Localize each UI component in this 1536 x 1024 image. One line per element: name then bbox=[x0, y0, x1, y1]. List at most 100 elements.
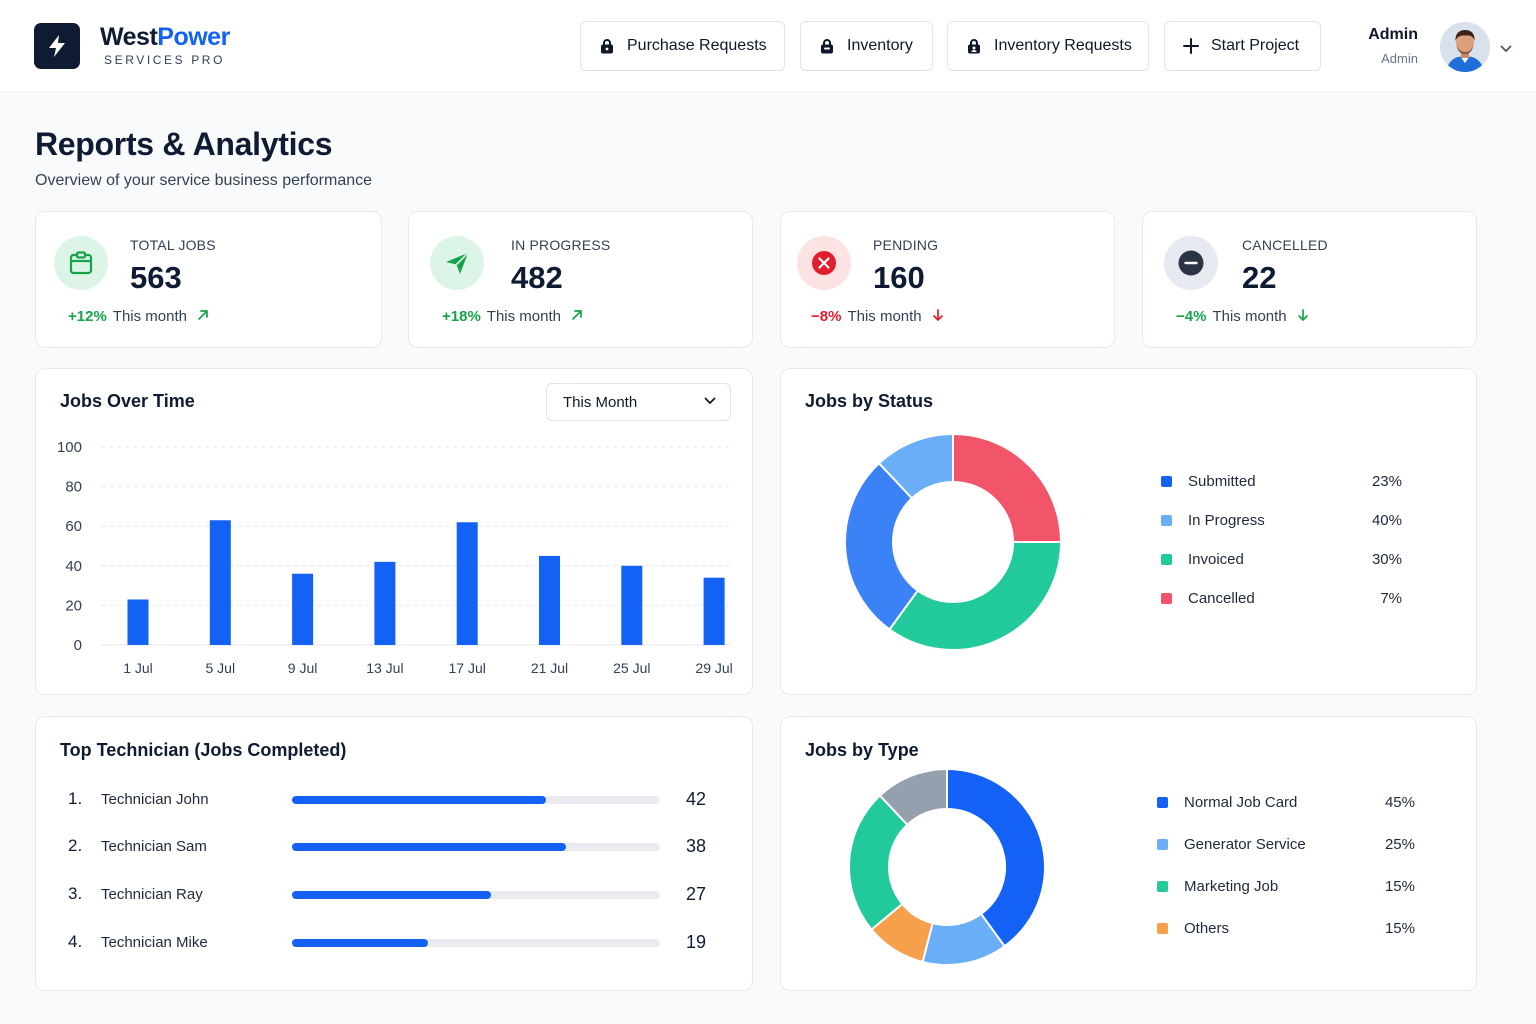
legend-percent: 40% bbox=[1371, 512, 1402, 529]
bar[interactable] bbox=[374, 561, 396, 645]
brand-subtitle: SERVICES PRO bbox=[104, 53, 226, 67]
legend-label: Marketing Job bbox=[1184, 878, 1279, 895]
technician-bar-fill bbox=[292, 939, 429, 947]
technician-jobs-count: 19 bbox=[686, 932, 707, 952]
bar[interactable] bbox=[621, 565, 643, 645]
jobs-by-type-title: Jobs by Type bbox=[805, 740, 919, 760]
plus-icon bbox=[1183, 38, 1199, 54]
bar[interactable] bbox=[292, 573, 314, 645]
stat-value: 482 bbox=[511, 260, 563, 295]
donut-slice[interactable] bbox=[877, 432, 954, 500]
donut-slice[interactable] bbox=[878, 767, 948, 827]
technician-rank: 4. bbox=[68, 932, 83, 951]
stat-change-percent: +18% bbox=[442, 308, 481, 325]
legend-swatch bbox=[1157, 839, 1168, 850]
lock-icon bbox=[599, 38, 615, 54]
bar[interactable] bbox=[539, 555, 560, 645]
legend-item: In Progress bbox=[1161, 512, 1265, 529]
stat-change-percent: +12% bbox=[68, 308, 107, 325]
start-project-label: Start Project bbox=[1211, 37, 1300, 54]
legend-percent: 23% bbox=[1371, 473, 1402, 490]
page-title: Reports & Analytics bbox=[35, 126, 333, 162]
legend-percent: 30% bbox=[1371, 551, 1402, 568]
x-circle-icon bbox=[797, 236, 851, 290]
inventory-requests-button[interactable]: Inventory Requests bbox=[947, 21, 1149, 71]
top-bar: WestPower SERVICES PRO Purchase Requests… bbox=[0, 0, 1536, 92]
avatar[interactable] bbox=[1440, 22, 1490, 72]
x-tick-label: 1 Jul bbox=[123, 660, 153, 676]
stat-value: 22 bbox=[1242, 260, 1277, 295]
legend-item: Generator Service bbox=[1157, 836, 1306, 853]
y-tick-label: 60 bbox=[65, 518, 82, 535]
logo-bolt-icon[interactable] bbox=[34, 23, 80, 69]
legend-item: Submitted bbox=[1161, 473, 1256, 490]
brand-name-part2: Power bbox=[157, 23, 230, 51]
chevron-down-icon[interactable] bbox=[1500, 40, 1512, 58]
stat-change: +18% This month bbox=[442, 308, 583, 325]
top-technician-card: Top Technician (Jobs Completed) 1. Techn… bbox=[35, 716, 753, 991]
inventory-button[interactable]: Inventory bbox=[800, 21, 933, 71]
stat-label: TOTAL JOBS bbox=[130, 237, 216, 253]
jobs-over-time-title: Jobs Over Time bbox=[60, 391, 195, 411]
bar[interactable] bbox=[456, 522, 478, 645]
y-tick-label: 0 bbox=[74, 637, 82, 654]
x-tick-label: 5 Jul bbox=[206, 660, 236, 676]
technician-name: Technician John bbox=[101, 791, 209, 808]
legend-percent: 25% bbox=[1384, 836, 1415, 853]
x-tick-label: 17 Jul bbox=[449, 660, 486, 676]
technician-bar-fill bbox=[292, 891, 491, 899]
stat-change-percent: −8% bbox=[811, 308, 842, 325]
x-tick-label: 29 Jul bbox=[695, 660, 732, 676]
x-tick-label: 13 Jul bbox=[366, 660, 403, 676]
legend-swatch bbox=[1157, 881, 1168, 892]
donut-slice[interactable] bbox=[952, 432, 1063, 543]
stat-change: +12% This month bbox=[68, 308, 209, 325]
legend-label: Submitted bbox=[1188, 473, 1256, 490]
technician-bar-fill bbox=[292, 843, 567, 851]
legend-item: Invoiced bbox=[1161, 551, 1244, 568]
clipboard-icon bbox=[54, 236, 108, 290]
y-tick-label: 80 bbox=[65, 479, 82, 496]
bar[interactable] bbox=[127, 599, 149, 645]
brand: WestPower SERVICES PRO bbox=[100, 22, 230, 67]
stat-label: IN PROGRESS bbox=[511, 237, 611, 253]
legend-label: In Progress bbox=[1188, 512, 1265, 529]
stat-change-percent: −4% bbox=[1176, 308, 1207, 325]
technician-rank: 3. bbox=[68, 884, 83, 903]
bar[interactable] bbox=[209, 520, 231, 645]
donut-slice[interactable] bbox=[844, 461, 920, 631]
bar[interactable] bbox=[703, 577, 725, 645]
stat-change: −4% This month bbox=[1176, 308, 1309, 325]
legend-percent: 15% bbox=[1384, 920, 1415, 937]
legend-label: Generator Service bbox=[1184, 836, 1306, 853]
donut-slice[interactable] bbox=[946, 767, 1046, 948]
stat-change: −8% This month bbox=[811, 308, 944, 325]
legend-swatch bbox=[1161, 476, 1172, 487]
jobs-by-type-donut bbox=[848, 767, 1046, 966]
legend-item: Others bbox=[1157, 920, 1229, 937]
technician-name: Technician Sam bbox=[101, 838, 207, 855]
legend-item: Marketing Job bbox=[1157, 878, 1278, 895]
jobs-over-time-chart: 0 20 40 60 80 100 1 Jul 5 Jul 9 Jul 13 Jul 17 Jul 2… bbox=[57, 439, 733, 676]
jobs-by-status-card: Jobs by Status Submitted 23% In Progress… bbox=[780, 368, 1477, 695]
y-tick-label: 100 bbox=[57, 439, 82, 456]
legend-label: Normal Job Card bbox=[1184, 794, 1298, 811]
legend-percent: 7% bbox=[1380, 590, 1402, 607]
technician-name: Technician Ray bbox=[101, 886, 203, 903]
legend-percent: 45% bbox=[1384, 794, 1415, 811]
brand-name-part1: West bbox=[100, 23, 158, 51]
jobs-by-status-donut bbox=[844, 432, 1063, 651]
stat-card-cancelled: CANCELLED 22 −4% This month bbox=[1142, 211, 1477, 348]
stat-value: 563 bbox=[130, 260, 182, 295]
legend-label: Cancelled bbox=[1188, 590, 1255, 607]
x-tick-label: 9 Jul bbox=[288, 660, 318, 676]
technician-bar-fill bbox=[292, 796, 546, 804]
stat-card-in-progress: IN PROGRESS 482 +18% This month bbox=[408, 211, 753, 348]
user-name: Admin bbox=[1368, 26, 1418, 43]
brand-name: WestPower bbox=[100, 22, 230, 52]
period-select[interactable]: This Month bbox=[546, 383, 731, 421]
trend-up-icon bbox=[197, 308, 209, 325]
start-project-button[interactable]: Start Project bbox=[1164, 21, 1321, 71]
donut-slice[interactable] bbox=[888, 541, 1063, 651]
purchase-requests-button[interactable]: Purchase Requests bbox=[580, 21, 785, 71]
